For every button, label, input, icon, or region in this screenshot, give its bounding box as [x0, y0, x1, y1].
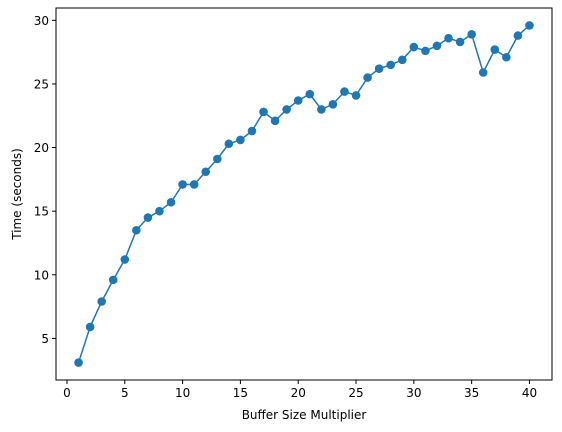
data-point: [108, 275, 118, 285]
y-tick-label: 25: [34, 77, 49, 91]
data-point: [397, 55, 407, 65]
data-point: [421, 46, 430, 56]
data-point: [270, 116, 280, 126]
x-tick-label: 30: [406, 386, 421, 400]
data-point: [374, 64, 384, 73]
y-tick-label: 10: [34, 268, 49, 282]
data-point: [155, 206, 164, 216]
data-point: [455, 37, 465, 47]
data-point: [85, 322, 95, 332]
y-tick-label: 15: [34, 205, 49, 219]
x-tick-label: 15: [233, 386, 248, 400]
y-tick-label: 30: [34, 14, 49, 28]
data-point: [293, 96, 303, 105]
x-tick-label: 10: [175, 386, 190, 400]
x-tick-label: 25: [348, 386, 363, 400]
data-point: [282, 105, 291, 114]
x-tick-label: 0: [63, 386, 71, 400]
x-tick-label: 35: [464, 386, 479, 400]
data-point: [178, 180, 187, 189]
data-point: [166, 197, 176, 207]
series-line: [77, 24, 530, 363]
data-point: [97, 297, 106, 306]
data-point: [143, 213, 153, 222]
data-point: [189, 180, 199, 189]
data-point: [247, 126, 257, 136]
data-point: [409, 42, 419, 52]
data-point: [432, 41, 442, 51]
data-point: [444, 33, 453, 43]
series-points: [74, 21, 534, 367]
x-tick-label: 20: [291, 386, 306, 400]
data-point: [363, 73, 372, 82]
data-point: [120, 255, 130, 264]
y-tick-label: 5: [41, 332, 49, 346]
y-tick-label: 20: [34, 141, 49, 155]
data-point: [317, 105, 326, 114]
data-point: [467, 30, 476, 39]
data-point: [328, 100, 338, 109]
data-point: [201, 167, 211, 177]
data-point: [386, 60, 396, 70]
y-axis-label: Time (seconds): [10, 148, 24, 241]
data-point: [490, 45, 500, 54]
data-point: [212, 154, 222, 164]
data-point: [525, 21, 534, 30]
data-point: [351, 91, 361, 100]
data-point: [224, 139, 234, 149]
data-point: [132, 225, 141, 235]
y-axis-ticks: 5 10 15 20 25 30: [34, 14, 56, 346]
data-point: [305, 89, 315, 99]
data-point: [259, 107, 268, 117]
data-point: [236, 135, 245, 145]
x-tick-label: 40: [522, 386, 537, 400]
data-point: [74, 358, 83, 367]
x-tick-label: 5: [121, 386, 129, 400]
x-axis-label: Buffer Size Multiplier: [242, 408, 367, 422]
data-point: [513, 31, 523, 40]
data-point: [340, 87, 349, 96]
data-point: [478, 68, 488, 77]
plot-frame: [55, 7, 553, 381]
x-axis-ticks: 0 5 10 15 20 25 30 35 40: [63, 380, 537, 400]
data-point: [502, 52, 511, 62]
